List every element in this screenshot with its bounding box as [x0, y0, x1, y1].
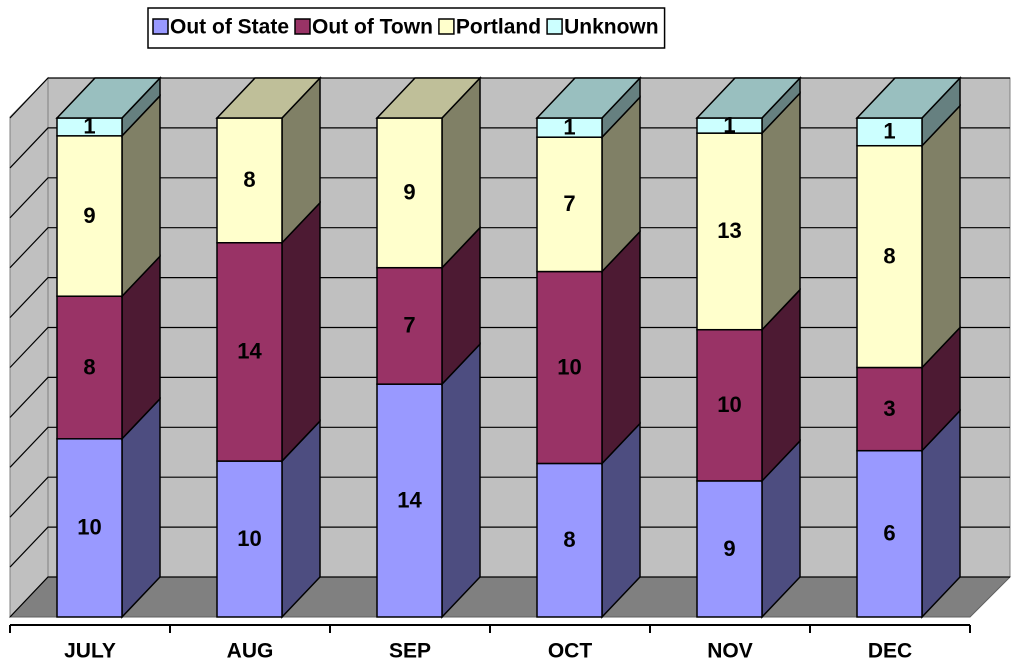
bar-top	[695, 77, 802, 119]
bar-front	[536, 270, 603, 465]
data-label: 9	[83, 203, 95, 228]
grid-line	[9, 476, 1010, 518]
data-label: 6	[883, 521, 895, 546]
x-tick-label: JULY	[64, 640, 116, 663]
x-tick-label: AUG	[227, 640, 274, 663]
bar-top	[855, 77, 962, 119]
data-label: 3	[883, 396, 895, 421]
bar-segment	[536, 95, 641, 274]
bar-side	[921, 103, 961, 370]
bar-segment	[856, 408, 961, 619]
bar-segment	[536, 76, 641, 140]
x-tick-label: NOV	[707, 640, 753, 663]
grid-line	[9, 127, 1010, 169]
data-label: 7	[403, 313, 415, 338]
bar-front	[376, 383, 443, 618]
bar-front	[56, 135, 123, 297]
grid-line	[9, 376, 1010, 418]
legend-label: Portland	[456, 16, 541, 39]
bar-side	[281, 200, 321, 463]
grid-line	[9, 576, 1010, 618]
bar-front	[216, 117, 283, 244]
bar-front	[696, 328, 763, 482]
bar-front	[376, 117, 443, 269]
grid-line	[9, 277, 1010, 319]
data-label: 14	[397, 487, 422, 512]
bar-front	[696, 132, 763, 331]
data-label: 10	[557, 354, 581, 379]
bar-segment	[536, 229, 641, 466]
bar-segment	[696, 439, 801, 619]
bar-segment	[216, 76, 321, 245]
data-label: 8	[243, 167, 255, 192]
bar-front	[216, 242, 283, 462]
bar-segment	[376, 76, 481, 270]
data-label: 1	[83, 114, 95, 139]
legend-label: Out of State	[170, 16, 289, 39]
grid-line	[9, 326, 1010, 368]
legend-label: Unknown	[564, 16, 659, 39]
data-label: 10	[77, 515, 101, 540]
data-label: 8	[883, 243, 895, 268]
bar-segment	[536, 421, 641, 619]
bar-segment	[376, 225, 481, 387]
bar-segment	[216, 419, 321, 619]
bar-front	[56, 295, 123, 440]
data-label: 14	[237, 339, 262, 364]
x-tick-label: DEC	[868, 640, 912, 663]
legend-box	[147, 7, 666, 49]
bar-front	[216, 460, 283, 618]
bar-front	[856, 144, 923, 369]
bar-segment	[696, 76, 801, 135]
bar-front	[536, 136, 603, 273]
data-label: 1	[563, 114, 575, 139]
bar-top	[215, 77, 322, 119]
legend: Out of State Out of Town Portland Unknown	[147, 7, 666, 49]
bar-top	[535, 77, 642, 119]
bar-segment	[856, 103, 961, 370]
legend-swatch	[546, 18, 563, 35]
bar-side	[761, 91, 801, 332]
grid-line	[9, 177, 1010, 219]
data-label: 10	[237, 526, 261, 551]
data-label: 8	[83, 354, 95, 379]
legend-label: Out of Town	[312, 16, 433, 39]
bar-front	[856, 117, 923, 147]
bar-segment	[56, 396, 161, 619]
grid-line	[9, 526, 1010, 568]
x-tick-label: SEP	[389, 640, 431, 663]
data-label: 10	[717, 392, 741, 417]
bar-segment	[376, 342, 481, 619]
legend-swatch	[152, 18, 169, 35]
grid-line	[9, 426, 1010, 468]
bar-segment	[216, 200, 321, 463]
data-label: 13	[717, 218, 741, 243]
bar-side	[441, 342, 481, 619]
data-label: 8	[563, 527, 575, 552]
bar-segment	[696, 91, 801, 332]
x-tick-label: OCT	[548, 640, 593, 663]
bar-segment	[856, 76, 961, 148]
data-label: 7	[563, 191, 575, 216]
bar-segment	[56, 93, 161, 299]
bar-top	[375, 77, 482, 119]
bar-top	[55, 77, 162, 119]
data-label: 9	[723, 536, 735, 561]
bar-front	[856, 366, 923, 452]
legend-swatch	[438, 18, 455, 35]
data-label: 1	[883, 119, 895, 144]
grid-line	[9, 77, 1010, 119]
legend-swatch	[294, 18, 311, 35]
data-label: 1	[723, 112, 735, 137]
bar-front	[536, 462, 603, 618]
data-label: 9	[403, 180, 415, 205]
bar-segment	[696, 287, 801, 483]
bar-front	[696, 480, 763, 618]
grid-line	[9, 227, 1010, 269]
bar-segment	[56, 254, 161, 441]
